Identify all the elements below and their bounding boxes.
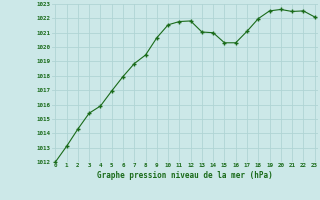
X-axis label: Graphe pression niveau de la mer (hPa): Graphe pression niveau de la mer (hPa) (97, 171, 273, 180)
